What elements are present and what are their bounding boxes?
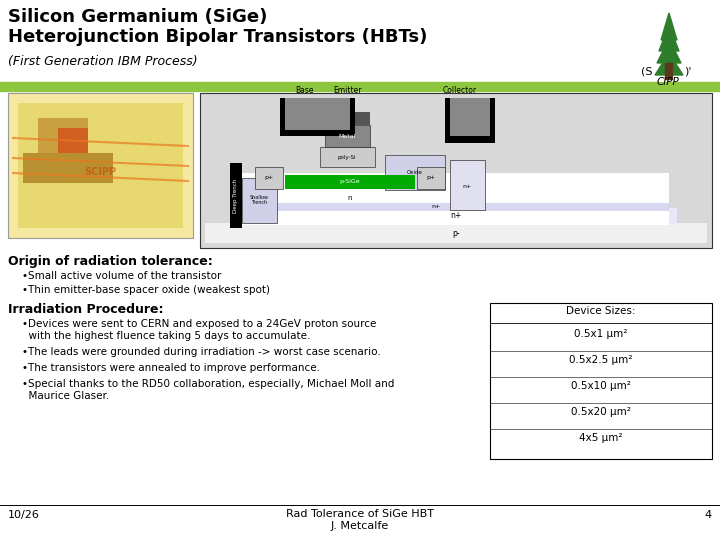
Text: poly-Si: poly-Si [338, 154, 356, 159]
Text: n+: n+ [451, 212, 462, 220]
Bar [385, 155, 445, 190]
Bar [445, 98, 495, 143]
Text: Emitter: Emitter [333, 86, 361, 95]
Bar [58, 128, 88, 153]
Polygon shape [659, 25, 679, 51]
Bar [242, 178, 277, 223]
Text: 4: 4 [705, 510, 712, 520]
Polygon shape [661, 13, 677, 40]
Text: Origin of radiation tolerance:: Origin of radiation tolerance: [8, 255, 212, 268]
Text: Shallow
Trench: Shallow Trench [250, 194, 269, 205]
Text: 4x5 μm²: 4x5 μm² [580, 433, 623, 443]
Text: Device Sizes:: Device Sizes: [566, 306, 636, 316]
Bar [8, 93, 193, 238]
Bar [242, 203, 669, 211]
Text: Base: Base [296, 86, 314, 95]
Bar [18, 103, 183, 228]
Text: Oxide: Oxide [407, 170, 423, 174]
Text: •Thin emitter-base spacer oxide (weakest spot): •Thin emitter-base spacer oxide (weakest… [22, 285, 270, 295]
Text: •Devices were sent to CERN and exposed to a 24GeV proton source: •Devices were sent to CERN and exposed t… [22, 319, 377, 329]
Text: •The transistors were annealed to improve performance.: •The transistors were annealed to improv… [22, 363, 320, 373]
Text: Metal: Metal [338, 133, 356, 138]
Text: p-: p- [452, 228, 460, 238]
Text: (S: (S [641, 67, 652, 77]
Text: J. Metcalfe: J. Metcalfe [331, 521, 389, 531]
Text: p+: p+ [264, 176, 274, 180]
Text: (First Generation IBM Process): (First Generation IBM Process) [8, 55, 197, 68]
Text: Heterojunction Bipolar Transistors (HBTs): Heterojunction Bipolar Transistors (HBTs… [8, 28, 428, 46]
Text: )': )' [684, 67, 691, 77]
Bar [325, 125, 370, 147]
Bar [490, 303, 712, 459]
Bar [242, 173, 669, 225]
Bar [285, 98, 350, 130]
Bar [320, 147, 375, 167]
Text: •Small active volume of the transistor: •Small active volume of the transistor [22, 271, 221, 281]
Text: SCIPP: SCIPP [84, 167, 116, 177]
Text: p-SiGe: p-SiGe [340, 179, 360, 185]
Text: p+: p+ [426, 176, 436, 180]
Text: n+: n+ [462, 185, 472, 190]
Text: Silicon Germanium (SiGe): Silicon Germanium (SiGe) [8, 8, 267, 26]
Text: 10/26: 10/26 [8, 510, 40, 520]
Text: •Special thanks to the RD50 collaboration, especially, Michael Moll and: •Special thanks to the RD50 collaboratio… [22, 379, 395, 389]
Bar [665, 63, 672, 79]
Bar [325, 112, 370, 125]
Polygon shape [655, 53, 683, 75]
Bar [280, 98, 355, 136]
Text: 0.5x1 μm²: 0.5x1 μm² [575, 329, 628, 339]
Text: Rad Tolerance of SiGe HBT: Rad Tolerance of SiGe HBT [286, 509, 434, 519]
Text: CIPP: CIPP [657, 77, 680, 87]
Bar [205, 223, 707, 243]
Text: n+: n+ [431, 205, 441, 210]
Bar [235, 208, 677, 224]
Polygon shape [657, 39, 681, 63]
Text: •The leads were grounded during irradiation -> worst case scenario.: •The leads were grounded during irradiat… [22, 347, 381, 357]
Bar [38, 118, 88, 158]
Bar [450, 160, 485, 210]
Bar [200, 93, 712, 248]
Bar [450, 98, 490, 136]
Text: 0.5x10 μm²: 0.5x10 μm² [571, 381, 631, 391]
Bar [285, 175, 415, 189]
Text: Deep Trench: Deep Trench [233, 179, 238, 213]
Bar [23, 153, 113, 183]
Bar [0, 82, 720, 91]
Text: 0.5x20 μm²: 0.5x20 μm² [571, 407, 631, 417]
Bar [255, 167, 283, 189]
Text: Maurice Glaser.: Maurice Glaser. [22, 391, 109, 401]
Bar [230, 163, 242, 228]
Bar [417, 167, 445, 189]
Text: 0.5x2.5 μm²: 0.5x2.5 μm² [570, 355, 633, 365]
Text: n: n [348, 195, 352, 201]
Text: Collector: Collector [443, 86, 477, 95]
Text: Irradiation Procedure:: Irradiation Procedure: [8, 303, 163, 316]
Text: with the highest fluence taking 5 days to accumulate.: with the highest fluence taking 5 days t… [22, 331, 310, 341]
